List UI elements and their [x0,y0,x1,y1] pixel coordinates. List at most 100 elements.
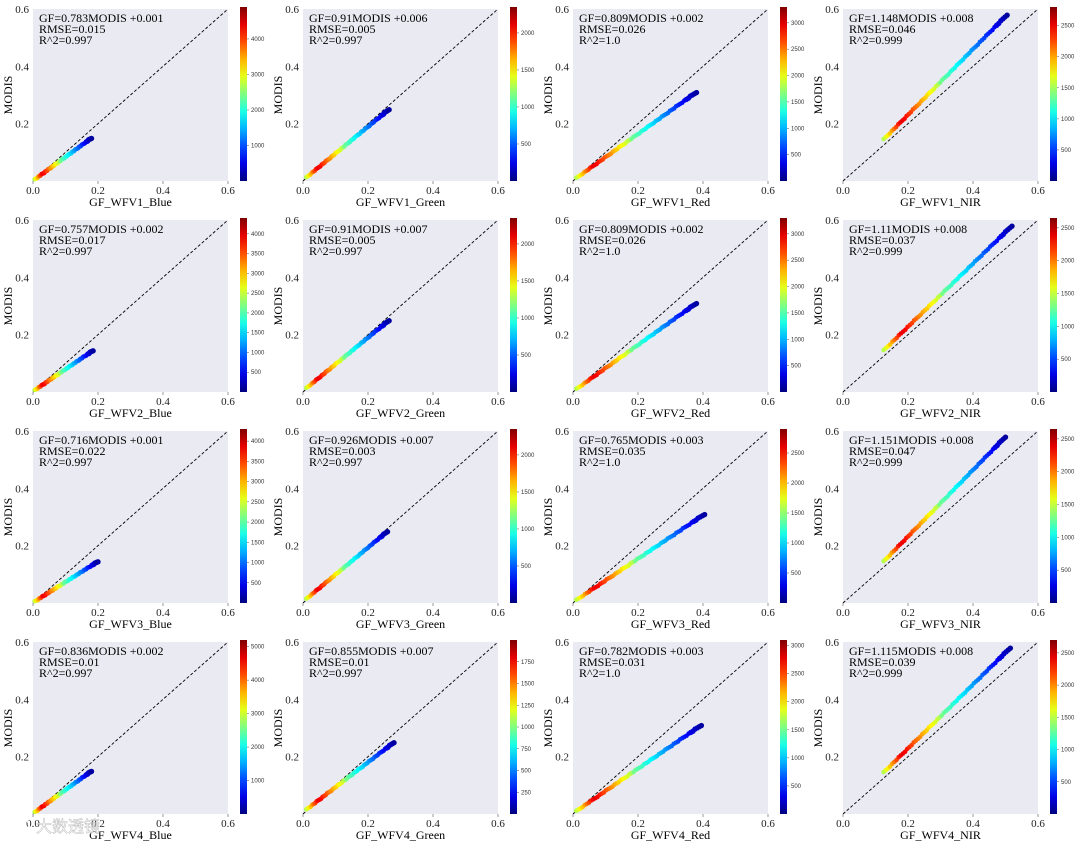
colorbar-tick-label: 500 [521,564,532,570]
y-axis-label: MODIS [541,287,555,326]
identity-line [842,430,1039,604]
colorbar-tick-label: 2500 [791,451,805,457]
colorbar-tick-label: 1000 [251,143,265,149]
scatter-chart: 0.0 0.2 0.4 0.6 0.2 0.4 0.6 GF_WFV1_NIR MODIS GF=… [811,4,1075,209]
x-axis-label: GF_WFV2_NIR [900,406,981,420]
y-tick-label: 0.6 [285,4,299,16]
x-axis-label: GF_WFV1_Red [631,195,710,209]
y-tick-label: 0.2 [825,119,839,131]
identity-line [842,8,1039,182]
fit-annotation: RMSE=0.01 [309,655,369,669]
colorbar-tick-label: 1500 [251,540,265,546]
x-tick-label: 0.0 [566,818,580,830]
colorbar [780,7,787,181]
y-axis-label: MODIS [271,287,285,326]
y-tick-label: 0.4 [285,483,299,495]
fit-annotation: GF=1.11MODIS +0.008 [849,222,967,236]
colorbar [510,218,517,392]
colorbar-tick-label: 2000 [1061,470,1075,476]
x-tick-label: 0.0 [296,818,310,830]
colorbar-tick-label: 500 [251,581,262,587]
scatter-point [1002,434,1009,440]
colorbar-tick-label: 2000 [1061,683,1075,689]
y-tick-label: 0.6 [15,426,29,438]
scatter-panel: 0.0 0.2 0.4 0.6 0.2 0.4 0.6 GF_WFV4_Blue MODIS GF… [0,633,270,844]
colorbar [240,7,247,181]
y-tick-label: 0.2 [15,330,29,342]
colorbar [1050,640,1057,814]
colorbar-tick-label: 2000 [251,311,265,317]
y-axis-label: MODIS [811,76,825,115]
identity-line [302,430,499,604]
x-axis-label: GF_WFV4_Blue [89,828,172,842]
x-tick-label: 0.6 [491,396,505,408]
colorbar-tick-label: 500 [791,784,802,790]
fit-annotation: RMSE=0.047 [849,444,915,458]
x-tick-label: 0.0 [296,396,310,408]
y-tick-label: 0.4 [825,483,839,495]
fit-annotation: GF=0.91MODIS +0.007 [309,222,428,236]
scatter-chart: 0.0 0.2 0.4 0.6 0.2 0.4 0.6 GF_WFV3_NIR MODIS GF=… [811,426,1075,631]
colorbar-tick-label: 1500 [791,311,805,317]
scatter-chart: 0.0 0.2 0.4 0.6 0.2 0.4 0.6 GF_WFV2_Blue MODIS GF… [1,215,265,420]
x-tick-label: 0.4 [696,396,710,408]
colorbar-tick-label: 500 [791,364,802,370]
x-axis-label: GF_WFV4_NIR [900,828,981,842]
scatter-chart: 0.0 0.2 0.4 0.60.20.40.6GF_WFV4_BlueMODISGF… [1,637,265,842]
fit-annotation: R^2=0.999 [849,33,902,47]
y-tick-label: 0.4 [15,483,29,495]
colorbar-tick-label: 2500 [251,291,265,297]
scatter-point [386,318,392,324]
y-axis-label: MODIS [811,287,825,326]
colorbar-tick-label: 2500 [1061,651,1075,657]
scatter-chart: 0.0 0.2 0.4 0.6 0.2 0.4 0.6 GF_WFV3_Green MODIS G… [271,426,535,631]
colorbar-tick-label: 1000 [521,725,535,731]
colorbar [780,640,787,814]
y-tick-label: 0.6 [15,637,29,649]
x-tick-label: 0.4 [426,818,440,830]
x-axis-label: GF_WFV2_Green [356,406,445,420]
scatter-chart: 0.0 0.2 0.4 0.6 0.2 0.4 0.6 GF_WFV4_Green MODIS G… [271,637,535,842]
fit-annotation: R^2=0.997 [39,244,92,258]
fit-annotation: R^2=0.997 [39,33,92,47]
colorbar [510,429,517,603]
y-tick-label: 0.4 [285,694,299,706]
y-tick-label: 0.2 [555,119,569,131]
colorbar-tick-label: 500 [521,769,532,775]
x-tick-label: 0.6 [1031,607,1045,619]
colorbar-tick-label: 2000 [791,700,805,706]
scatter-point [88,768,95,775]
colorbar-tick-label: 2500 [1061,24,1075,30]
y-tick-label: 0.4 [555,272,569,284]
identity-line [572,219,769,393]
colorbar-tick-label: 1000 [791,756,805,762]
x-tick-label: 0.6 [491,185,505,197]
x-tick-label: 0.2 [631,818,645,830]
y-tick-label: 0.6 [555,426,569,438]
colorbar-tick-label: 1750 [521,660,535,666]
scatter-point [386,107,392,113]
y-tick-label: 0.2 [285,541,299,553]
fit-annotation: RMSE=0.005 [309,233,375,247]
fit-annotation: R^2=0.997 [309,455,362,469]
x-axis-label: GF_WFV2_Red [631,406,710,420]
colorbar-tick-label: 500 [791,571,802,577]
x-axis-label: GF_WFV3_NIR [900,617,981,631]
scatter-panel: 0.0 0.2 0.4 0.6 0.2 0.4 0.6 GF_WFV3_NIR MODIS GF=… [810,422,1080,633]
y-tick-label: 0.2 [285,752,299,764]
identity-line [302,8,499,182]
y-tick-label: 0.4 [825,61,839,73]
fit-annotation: R^2=0.997 [309,244,362,258]
y-tick-label: 0.2 [555,541,569,553]
colorbar-tick-label: 4000 [251,37,265,43]
colorbar [1050,7,1057,181]
y-tick-label: 0.4 [15,272,29,284]
x-tick-label: 0.4 [156,818,170,830]
colorbar-tick-label: 1000 [521,316,535,322]
fit-annotation: RMSE=0.046 [849,22,915,36]
scatter-chart: 0.0 0.2 0.4 0.6 0.2 0.4 0.6 GF_WFV1_Blue MODIS GF… [1,4,265,209]
fit-annotation: RMSE=0.017 [39,233,105,247]
x-tick-label: 0.0 [26,607,40,619]
identity-line [572,8,769,182]
x-axis-label: GF_WFV1_Blue [89,195,172,209]
